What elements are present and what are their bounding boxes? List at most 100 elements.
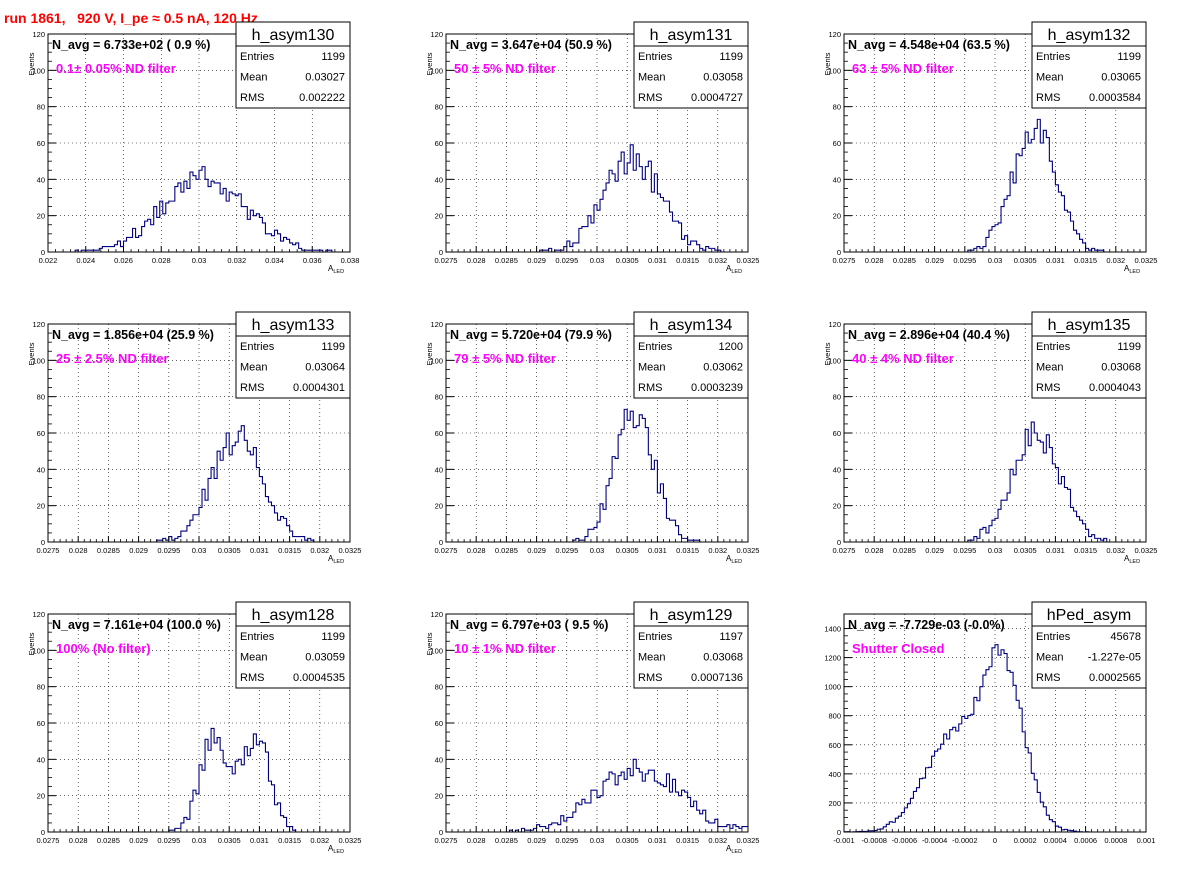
stats-box [633,625,749,689]
y-tick-label: 1200 [824,654,841,663]
stats-value: -1.227e-05 [1088,652,1141,664]
stats-value: 0.03068 [1101,362,1141,374]
histogram-name: h_asym132 [1048,27,1131,44]
stats-value: 1197 [719,631,743,643]
y-axis-title: Events [27,342,36,365]
filter-annotation: 40 ± 4% ND filter [852,351,954,366]
stats-label: Entries [638,341,673,353]
stats-title-box [235,311,351,337]
histogram-line [844,644,1146,833]
histogram-panel: 0.0275 0.028 0.0285 0.029 0.0295 0.03 0.0305 0.… [27,311,361,565]
y-tick-label: 40 [833,465,841,474]
y-tick-label: 120 [828,320,841,329]
stats-label: RMS [638,382,662,394]
histogram-line [844,118,1146,253]
stats-label: RMS [240,672,264,684]
x-tick-label: 0.028 [69,546,88,555]
x-tick-label: -0.0004 [922,836,947,845]
x-tick-label: 0.032 [310,836,329,845]
x-tick-label: -0.001 [833,836,854,845]
x-tick-label: 0.0295 [555,546,578,555]
y-tick-label: 80 [37,103,45,112]
stats-value: 1199 [719,51,743,63]
navg-label: N_avg = 2.896e+04 (40.4 %) [848,328,1010,342]
x-tick-label: 0.0315 [676,256,699,265]
stats-value: 1199 [1117,341,1141,353]
x-tick-label: 0.0325 [737,256,760,265]
x-tick-label: 0.038 [341,256,360,265]
y-tick-label: 1400 [824,625,841,634]
y-tick-label: 20 [37,502,45,511]
y-tick-label: 0 [41,828,45,837]
x-tick-label: 0.029 [527,256,546,265]
x-tick-label: 0.0305 [616,256,639,265]
x-tick-label: 0.0325 [737,836,760,845]
navg-label: N_avg = 4.548e+04 (63.5 %) [848,38,1010,52]
x-tick-label: 0.0325 [1135,546,1158,555]
y-tick-label: 40 [435,755,443,764]
x-tick-label: 0.0008 [1104,836,1127,845]
x-tick-label: 0.0295 [953,256,976,265]
y-tick-label: 120 [32,320,45,329]
stats-value: 0.03027 [305,72,345,84]
x-tick-label: 0.0285 [495,836,518,845]
x-tick-label: 0.0305 [616,836,639,845]
navg-label: N_avg = 1.856e+04 (25.9 %) [52,328,214,342]
filter-annotation: 25 ± 2.5% ND filter [56,351,169,366]
x-tick-label: 0.028 [865,256,884,265]
x-tick-label: 0.028 [865,546,884,555]
y-axis-title: Events [425,632,434,655]
x-axis-title: ALED [1124,264,1140,275]
histogram-name: h_asym128 [252,607,335,624]
y-tick-label: 0 [837,248,841,257]
y-tick-label: 120 [430,610,443,619]
x-tick-label: 0.03 [192,256,207,265]
y-tick-label: 80 [37,393,45,402]
y-axis-title: Events [27,632,36,655]
y-tick-label: 80 [833,393,841,402]
y-tick-label: 60 [37,429,45,438]
x-tick-label: 0.031 [1046,546,1065,555]
y-tick-label: 0 [439,248,443,257]
stats-value: 0.03058 [703,72,743,84]
stats-label: RMS [638,672,662,684]
y-tick-label: 800 [828,712,841,721]
x-tick-label: 0.028 [69,836,88,845]
x-tick-label: 0.0275 [435,546,458,555]
x-tick-label: 0.03 [590,546,605,555]
x-tick-label: 0.0295 [157,836,180,845]
x-tick-label: 0.031 [648,836,667,845]
x-tick-label: 0.0006 [1074,836,1097,845]
stats-value: 0.03065 [1101,72,1141,84]
stats-label: Entries [1036,631,1071,643]
y-tick-label: 60 [37,139,45,148]
x-tick-label: 0.032 [1106,256,1125,265]
histogram-name: h_asym135 [1048,317,1131,334]
stats-box [1031,625,1147,689]
x-tick-label: 0.028 [467,546,486,555]
stats-value: 0.0004727 [691,92,743,104]
stats-value: 45678 [1110,631,1141,643]
histogram-name: hPed_asym [1047,607,1132,624]
x-tick-label: 0.0315 [1074,256,1097,265]
stats-box [235,335,351,399]
x-tick-label: 0.0315 [1074,546,1097,555]
y-tick-label: 120 [430,30,443,39]
histogram-panel: 0.0275 0.028 0.0285 0.029 0.0295 0.03 0.0305 0.… [27,601,361,855]
x-tick-label: 0.028 [467,836,486,845]
stats-title-box [235,21,351,47]
x-axis-title: ALED [328,844,344,855]
y-axis-title: Events [425,342,434,365]
stats-value: 0.03062 [703,362,743,374]
stats-label: Mean [1036,362,1064,374]
x-tick-label: 0.031 [250,546,269,555]
stats-label: Mean [240,72,268,84]
stats-title-box [1031,311,1147,337]
y-tick-label: 60 [435,429,443,438]
stats-box [1031,335,1147,399]
stats-value: 0.03059 [305,652,345,664]
stats-value: 0.0003239 [691,382,743,394]
y-tick-label: 20 [435,212,443,221]
stats-value: 0.03068 [703,652,743,664]
